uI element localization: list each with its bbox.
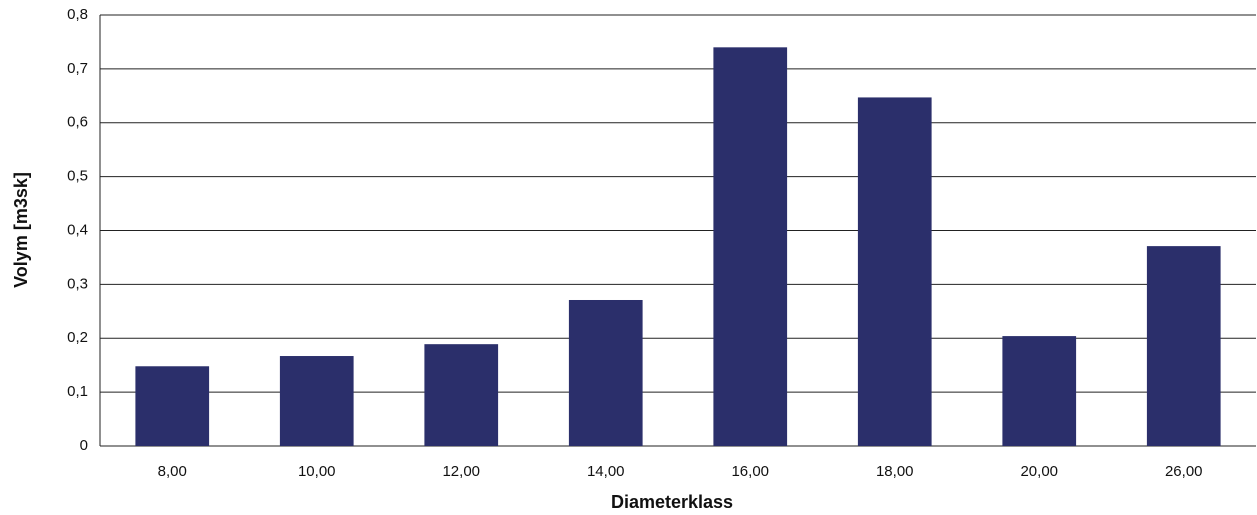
y-tick-label: 0,8 bbox=[67, 6, 88, 23]
x-tick-label: 20,00 bbox=[1020, 463, 1058, 480]
y-tick-label: 0,4 bbox=[67, 221, 88, 238]
y-axis-title: Volym [m3sk] bbox=[11, 172, 31, 288]
x-tick-label: 14,00 bbox=[587, 463, 625, 480]
x-tick-label: 12,00 bbox=[442, 463, 480, 480]
bar bbox=[568, 299, 643, 446]
y-tick-label: 0,7 bbox=[67, 60, 88, 77]
x-tick-label: 8,00 bbox=[158, 463, 187, 480]
x-tick-label: 18,00 bbox=[876, 463, 914, 480]
bar bbox=[713, 47, 788, 446]
x-tick-label: 16,00 bbox=[731, 463, 769, 480]
y-tick-label: 0,5 bbox=[67, 168, 88, 185]
bar bbox=[1002, 336, 1077, 446]
bar bbox=[279, 356, 354, 446]
bar bbox=[424, 344, 499, 446]
x-tick-label: 26,00 bbox=[1165, 463, 1203, 480]
x-tick-label: 10,00 bbox=[298, 463, 336, 480]
y-tick-label: 0,1 bbox=[67, 383, 88, 400]
x-axis-title: Diameterklass bbox=[611, 492, 733, 512]
bar bbox=[857, 97, 932, 447]
bar bbox=[1146, 246, 1221, 446]
bar bbox=[135, 366, 210, 446]
y-tick-label: 0,6 bbox=[67, 114, 88, 131]
y-tick-label: 0,3 bbox=[67, 275, 88, 292]
y-tick-label: 0 bbox=[80, 437, 88, 454]
y-tick-label: 0,2 bbox=[67, 329, 88, 346]
